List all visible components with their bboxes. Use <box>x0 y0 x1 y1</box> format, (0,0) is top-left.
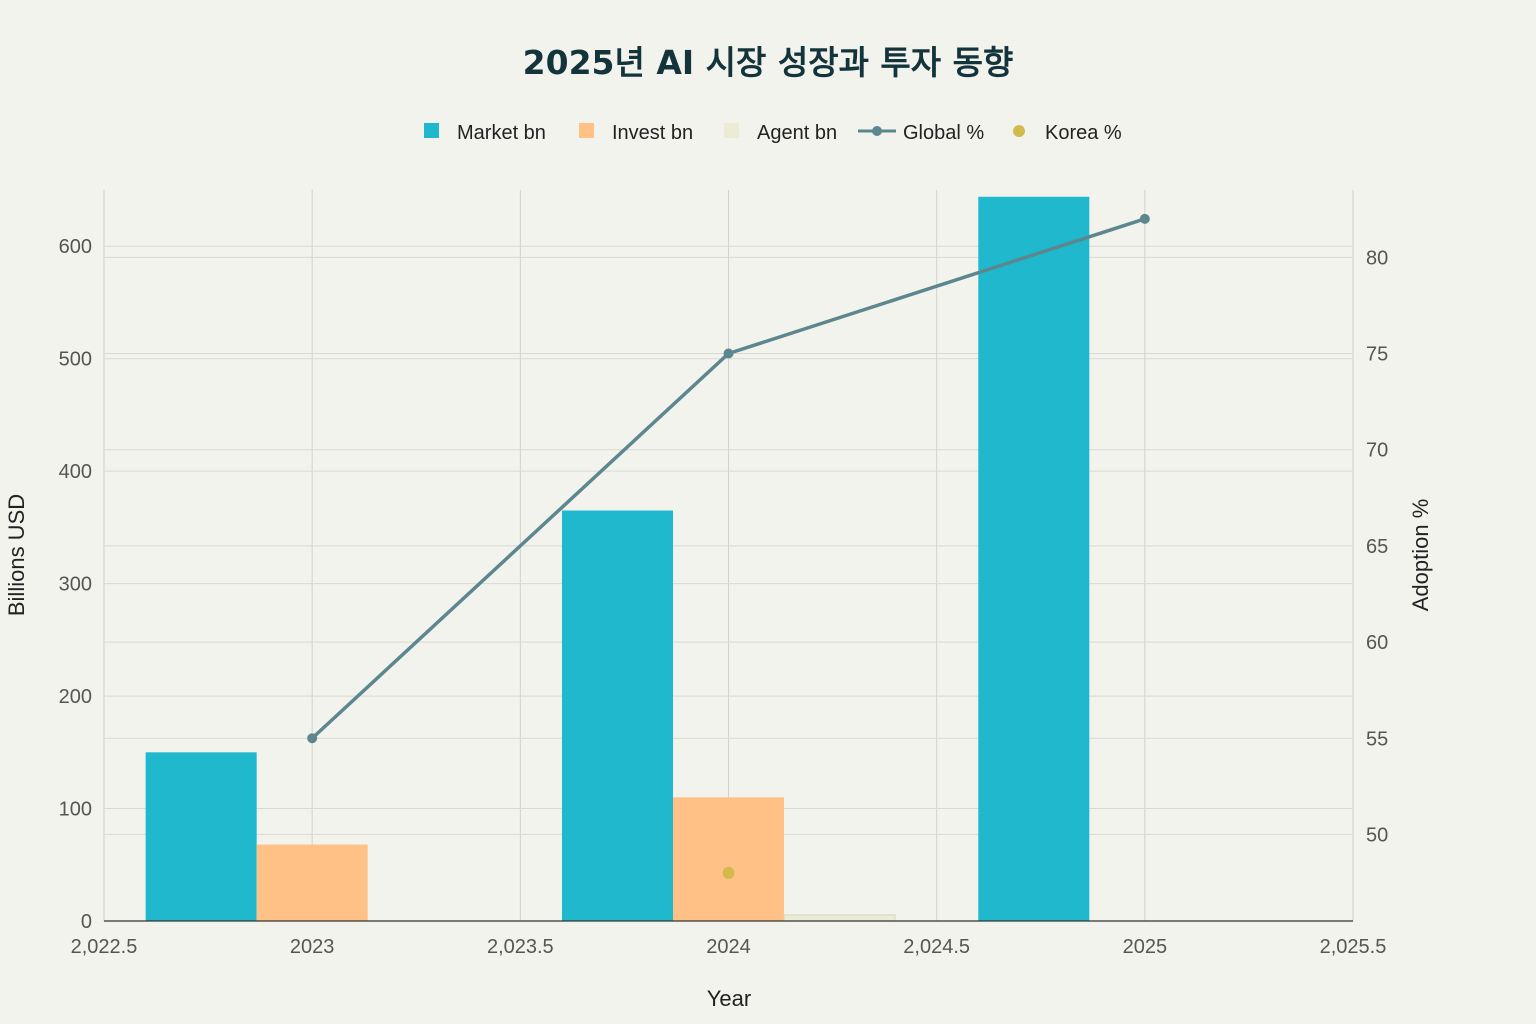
axes: 2,022.5 2023 2,023.5 2024 2,024.5 2025 2,025.5… <box>59 236 1389 958</box>
y2-tick-label: 70 <box>1366 440 1388 462</box>
legend-label-invest: Invest bn <box>612 122 693 144</box>
point-korea-2024 <box>722 866 735 879</box>
legend-marker-global <box>872 126 882 136</box>
y2-axis-title: Adoption % <box>1408 499 1433 612</box>
grid <box>103 190 1354 921</box>
x-tick-label: 2024 <box>706 936 751 958</box>
legend-item-market[interactable]: Market bn <box>424 122 546 144</box>
x-axis-title: Year <box>707 986 751 1011</box>
bar-invest-2023 <box>256 844 368 921</box>
x-tick-label: 2,022.5 <box>71 936 138 958</box>
legend-swatch-invest <box>579 123 594 138</box>
y-tick-label: 600 <box>59 236 92 258</box>
y-tick-label: 0 <box>81 911 92 933</box>
legend-swatch-market <box>424 123 439 138</box>
legend-label-market: Market bn <box>457 122 546 144</box>
y2-tick-label: 75 <box>1366 344 1388 366</box>
bar-market-2023 <box>145 752 257 921</box>
x-tick-label: 2,024.5 <box>903 936 970 958</box>
x-tick-label: 2025 <box>1123 936 1168 958</box>
legend: Market bn Invest bn Agent bn Global % Ko… <box>424 122 1122 144</box>
y2-tick-label: 60 <box>1366 632 1388 654</box>
bar-agent-2024 <box>783 914 896 922</box>
bars <box>145 196 1090 922</box>
chart-title: 2025년 AI 시장 성장과 투자 동향 <box>523 43 1014 82</box>
point-global-2025 <box>1139 213 1150 224</box>
legend-item-korea[interactable]: Korea % <box>1013 122 1122 144</box>
y-tick-label: 400 <box>59 461 92 483</box>
y-tick-label: 300 <box>59 574 92 596</box>
x-tick-label: 2023 <box>290 936 335 958</box>
legend-label-korea: Korea % <box>1045 122 1122 144</box>
legend-swatch-agent <box>724 123 739 138</box>
y-tick-label: 200 <box>59 686 92 708</box>
y2-tick-label: 50 <box>1366 824 1388 846</box>
y2-tick-label: 80 <box>1366 247 1388 269</box>
y-tick-label: 500 <box>59 349 92 371</box>
legend-label-agent: Agent bn <box>757 122 837 144</box>
x-tick-label: 2,025.5 <box>1320 936 1387 958</box>
legend-marker-korea <box>1013 125 1025 137</box>
legend-label-global: Global % <box>903 122 984 144</box>
y-tick-label: 100 <box>59 799 92 821</box>
bar-market-2024 <box>561 510 673 921</box>
legend-item-global[interactable]: Global % <box>858 122 984 144</box>
bar-market-2025 <box>978 196 1090 922</box>
y-axis-title: Billions USD <box>4 494 29 616</box>
x-tick-label: 2,023.5 <box>487 936 554 958</box>
y2-tick-label: 65 <box>1366 536 1388 558</box>
y2-tick-label: 55 <box>1366 728 1388 750</box>
legend-item-agent[interactable]: Agent bn <box>724 122 837 144</box>
point-global-2023 <box>307 733 318 744</box>
legend-item-invest[interactable]: Invest bn <box>579 122 693 144</box>
lines <box>307 213 1150 879</box>
point-global-2024 <box>723 348 734 359</box>
bar-invest-2024 <box>672 797 785 921</box>
